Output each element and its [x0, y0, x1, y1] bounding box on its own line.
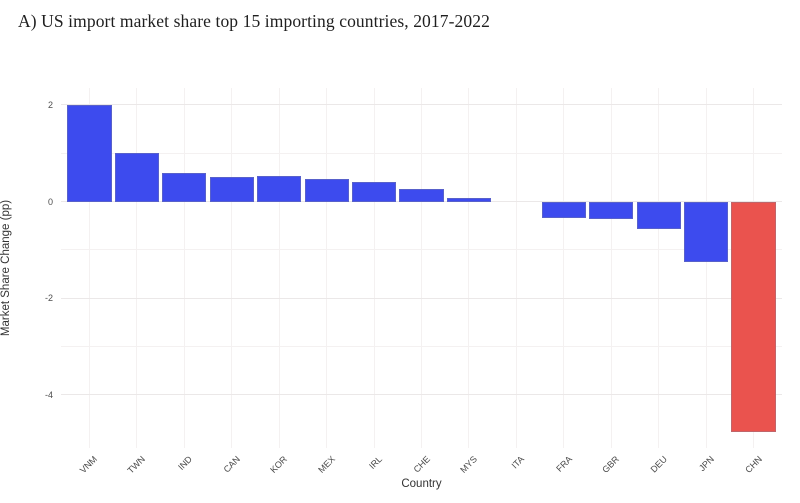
gridline-vertical-TWN — [136, 88, 138, 448]
gridline-vertical-KOR — [278, 88, 280, 448]
bar-KOR — [257, 176, 302, 202]
bar-IND — [162, 172, 207, 202]
bar-MYS — [446, 197, 491, 202]
gridline-vertical-IRL — [373, 88, 375, 448]
gridline-vertical-CAN — [231, 88, 233, 448]
gridline-vertical-VNM — [88, 88, 90, 448]
gridline-minor-y1 — [61, 152, 782, 154]
gridline-vertical-FRA — [563, 88, 565, 448]
gridline-major-y0 — [61, 201, 782, 203]
y-tick-label-0: 0 — [47, 196, 53, 207]
bar-CAN — [209, 177, 254, 202]
bar-DEU — [636, 201, 681, 230]
bar-FRA — [541, 201, 586, 219]
gridline-vertical-JPN — [705, 88, 707, 448]
gridline-major-y-4 — [61, 394, 782, 396]
y-tick-label--2: -2 — [44, 293, 53, 304]
gridline-minor-y-1 — [61, 249, 782, 251]
bar-MEX — [304, 179, 349, 202]
bar-JPN — [684, 201, 729, 262]
bar-IRL — [352, 182, 397, 202]
y-tick-label-2: 2 — [47, 99, 53, 110]
y-tick-label--4: -4 — [44, 389, 53, 400]
bar-GBR — [589, 201, 634, 219]
chart-title: A) US import market share top 15 importi… — [18, 11, 490, 31]
gridline-vertical-GBR — [610, 88, 612, 448]
x-axis-title: Country — [401, 478, 442, 490]
gridline-vertical-DEU — [658, 88, 660, 448]
gridline-vertical-CHE — [421, 88, 422, 448]
gridline-vertical-MYS — [468, 88, 470, 448]
plot-panel — [61, 88, 782, 448]
bar-CHN — [731, 201, 776, 433]
gridline-major-y2 — [61, 104, 782, 106]
gridline-vertical-ITA — [515, 88, 517, 448]
gridline-minor-y-3 — [61, 346, 782, 348]
bar-CHE — [399, 189, 444, 202]
bar-VNM — [67, 104, 112, 202]
bar-TWN — [114, 153, 159, 202]
gridline-major-y-2 — [61, 297, 782, 299]
y-axis-title: Market Share Change (pp) — [0, 199, 12, 337]
gridline-vertical-IND — [183, 88, 185, 448]
gridline-vertical-MEX — [326, 88, 328, 448]
